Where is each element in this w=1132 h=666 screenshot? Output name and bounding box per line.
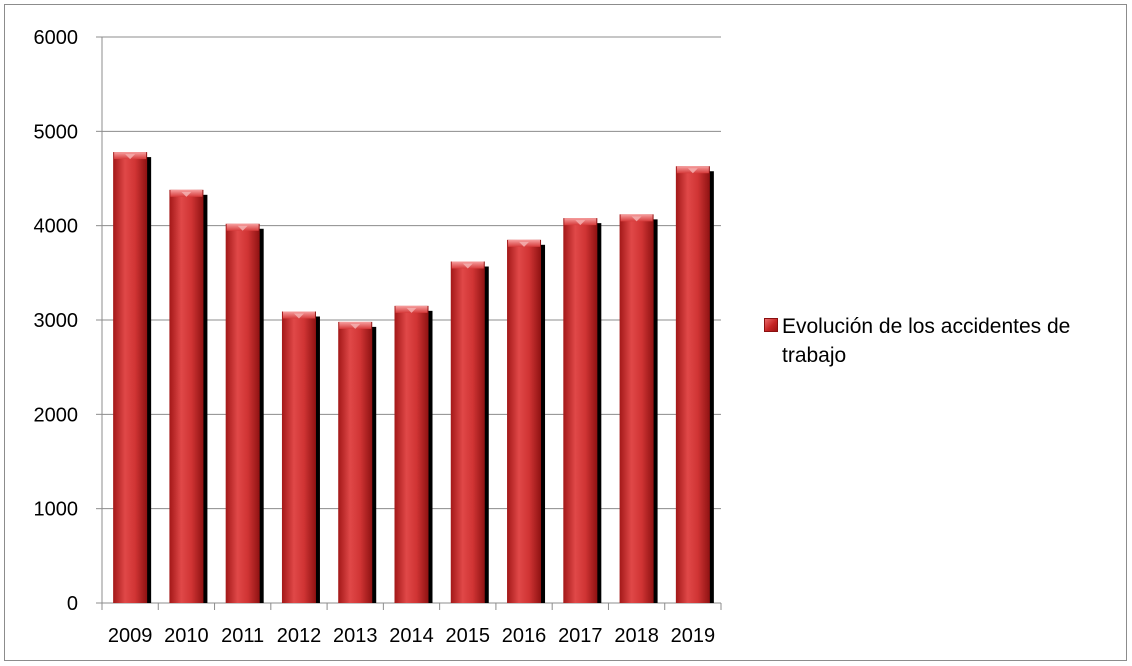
bar <box>281 311 316 603</box>
bar-2017 <box>563 218 602 603</box>
x-tick-label: 2013 <box>333 625 378 647</box>
y-tick-label: 5000 <box>34 121 79 143</box>
bar-chevron <box>181 191 192 197</box>
x-tick-label: 2014 <box>389 625 434 647</box>
bar-chevron <box>631 216 642 222</box>
bar-2018 <box>619 214 658 603</box>
bar-chevron <box>406 307 417 313</box>
bar-chevron <box>293 313 304 319</box>
y-tick-label: 0 <box>67 593 78 615</box>
bar-2010 <box>169 189 208 603</box>
bar-chevron <box>237 225 248 231</box>
bar <box>113 152 148 603</box>
y-tick-label: 4000 <box>34 216 79 238</box>
bar <box>338 321 373 603</box>
legend: Evolución de los accidentes de trabajo <box>764 312 1124 370</box>
bar <box>563 218 598 603</box>
bar <box>169 189 204 603</box>
x-tick-label: 2017 <box>558 625 603 647</box>
bar-chevron <box>687 168 698 174</box>
y-tick-label: 3000 <box>34 310 79 332</box>
y-tick-label: 2000 <box>34 404 79 426</box>
bar-2012 <box>281 311 320 603</box>
bar-chevron <box>519 241 530 247</box>
bar <box>675 166 710 603</box>
bar <box>450 261 485 603</box>
x-tick-label: 2015 <box>446 625 491 647</box>
y-tick-label: 6000 <box>34 27 79 49</box>
bar-2013 <box>338 321 377 603</box>
bars <box>113 152 714 604</box>
bar-chevron <box>350 323 361 329</box>
bar <box>225 223 260 603</box>
bar-chevron <box>462 263 473 269</box>
x-tick-label: 2012 <box>277 625 322 647</box>
bar-2016 <box>507 239 546 604</box>
bar-2015 <box>450 261 489 603</box>
x-tick-label: 2016 <box>502 625 547 647</box>
y-tick-label: 1000 <box>34 499 79 521</box>
bar-chevron <box>575 220 586 226</box>
bar <box>507 239 542 604</box>
tick-labels: 0 1000 2000 3000 4000 5000 6000 2009 2010 2011 201… <box>34 27 716 647</box>
bar <box>619 214 654 603</box>
x-tick-label: 2011 <box>221 625 264 647</box>
bar-2011 <box>225 223 264 603</box>
bar-chevron <box>125 154 136 160</box>
bar <box>394 305 429 603</box>
bar-2019 <box>675 166 714 603</box>
bar-2014 <box>394 305 433 603</box>
x-tick-label: 2009 <box>108 625 153 647</box>
bar-2009 <box>113 152 152 603</box>
x-tick-label: 2019 <box>671 625 716 647</box>
x-tick-label: 2010 <box>164 625 209 647</box>
legend-label: Evolución de los accidentes de trabajo <box>782 315 1071 367</box>
x-tick-label: 2018 <box>614 625 659 647</box>
legend-swatch <box>764 318 778 332</box>
